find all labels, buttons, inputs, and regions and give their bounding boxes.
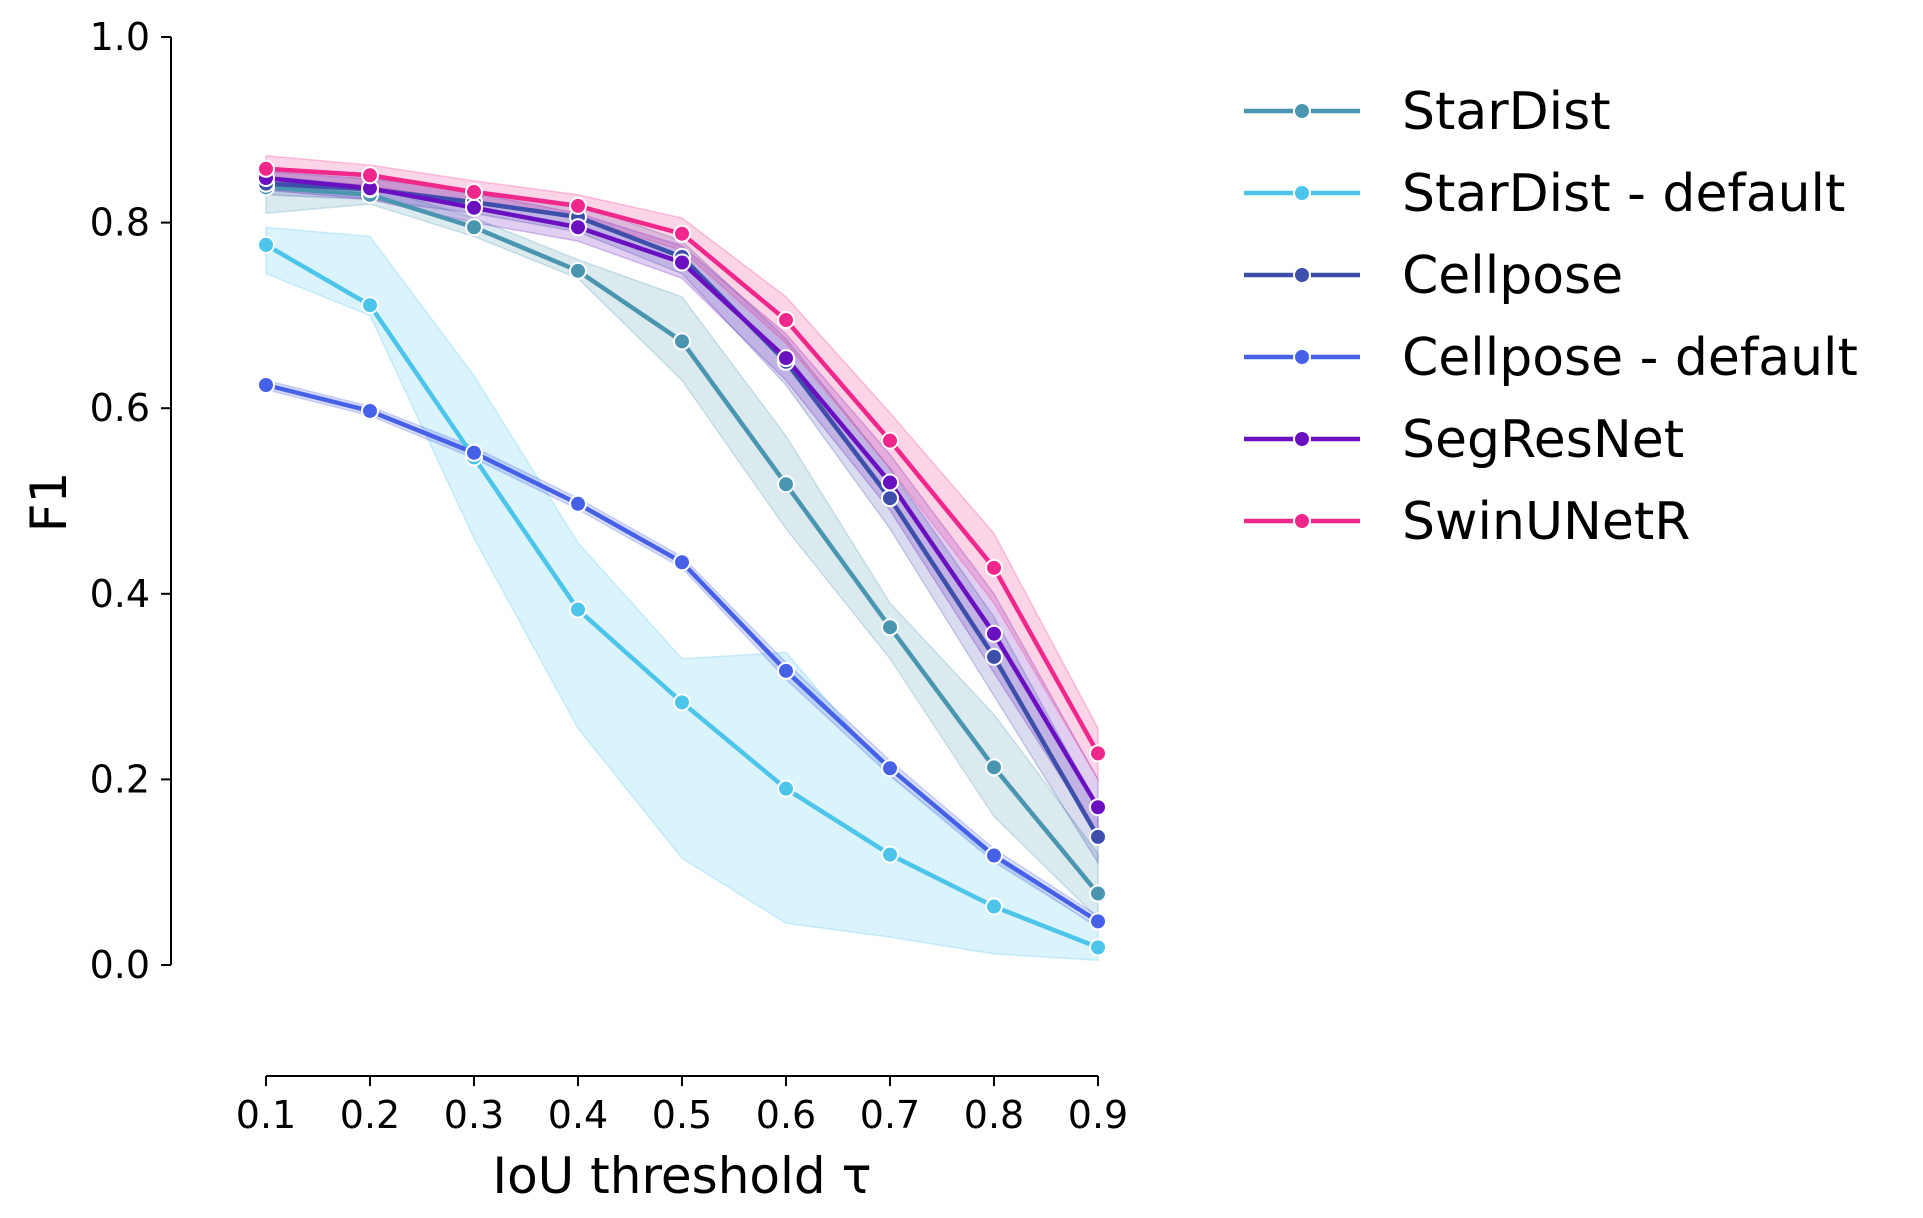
point-stardist [673,332,691,351]
point-cellpose-default [361,401,379,420]
legend-label: StarDist [1402,82,1611,142]
point-segresnet [881,473,899,492]
point-stardist [985,758,1003,777]
point-stardist [569,261,587,280]
y-tick-label: 1.0 [90,15,150,59]
legend-swatch-marker [1293,430,1311,448]
legend-entry: StarDist - default [1244,164,1845,224]
legend-entry: SegResNet [1244,410,1684,470]
x-tick-label: 0.8 [964,1093,1024,1137]
x-tick-label: 0.9 [1068,1093,1128,1137]
point-cellpose-default [881,759,899,778]
point-stardist-default [1089,938,1107,957]
legend-entry: SwinUNetR [1244,492,1690,552]
point-swinunetr [1089,744,1107,763]
point-stardist-default [673,693,691,712]
legend-swatch-marker [1293,266,1311,284]
point-stardist-default [569,600,587,619]
legend-swatch-marker [1293,184,1311,202]
legend-label: Cellpose [1402,246,1623,306]
point-cellpose-default [257,376,275,394]
point-cellpose-default [777,661,795,680]
point-cellpose [881,489,899,508]
y-tick-label: 0.2 [90,757,150,801]
x-tick-label: 0.6 [756,1093,816,1137]
point-segresnet [777,349,795,368]
legend-label: Cellpose - default [1402,328,1858,388]
legend: StarDist StarDist - default Cellpose Cellpo… [1244,82,1858,552]
point-swinunetr [881,431,899,450]
point-cellpose-default [569,494,587,513]
point-swinunetr [673,224,691,243]
point-stardist [777,475,795,494]
point-segresnet [569,218,587,237]
point-cellpose [985,647,1003,666]
legend-swatch-marker [1293,348,1311,366]
legend-swatch-marker [1293,512,1311,530]
legend-swatch-marker [1293,102,1311,120]
x-tick-label: 0.3 [444,1093,504,1137]
point-stardist-default [881,845,899,864]
series-markers [257,159,1107,957]
point-swinunetr [361,166,379,185]
point-stardist-default [257,235,275,254]
legend-entry: Cellpose - default [1244,328,1858,388]
point-stardist [1089,884,1107,903]
point-stardist-default [361,296,379,315]
x-tick-label: 0.7 [860,1093,920,1137]
legend-label: SegResNet [1402,410,1684,470]
point-cellpose-default [673,553,691,572]
legend-label: SwinUNetR [1402,492,1690,552]
point-segresnet [1089,798,1107,817]
x-tick-label: 0.5 [652,1093,712,1137]
point-stardist [881,618,899,637]
point-swinunetr [257,159,275,178]
point-swinunetr [985,558,1003,577]
y-axis-ticks: 0.0 0.2 0.4 0.6 0.8 1.0 [90,15,171,987]
x-tick-label: 0.2 [340,1093,400,1137]
y-tick-label: 0.4 [90,572,150,616]
point-stardist [465,218,483,237]
x-axis-title: IoU threshold τ [492,1147,871,1205]
y-tick-label: 0.0 [90,943,150,987]
point-cellpose-default [1089,912,1107,931]
legend-entry: Cellpose [1244,246,1623,306]
legend-entry: StarDist [1244,82,1611,142]
legend-label: StarDist - default [1402,164,1845,224]
x-tick-label: 0.4 [548,1093,608,1137]
point-segresnet [985,624,1003,643]
point-swinunetr [465,182,483,201]
point-swinunetr [569,196,587,215]
y-tick-label: 0.8 [90,201,150,245]
point-cellpose [1089,827,1107,846]
point-swinunetr [777,311,795,330]
point-stardist-default [985,897,1003,916]
point-segresnet [465,198,483,217]
y-axis-title: F1 [20,472,78,533]
y-tick-label: 0.6 [90,386,150,430]
point-segresnet [673,253,691,272]
point-stardist-default [777,779,795,798]
point-cellpose-default [465,443,483,462]
x-tick-label: 0.1 [236,1093,296,1137]
point-cellpose-default [985,846,1003,865]
x-axis-ticks: 0.1 0.2 0.3 0.4 0.5 0.6 0.7 0.8 0.9 [236,1076,1128,1137]
